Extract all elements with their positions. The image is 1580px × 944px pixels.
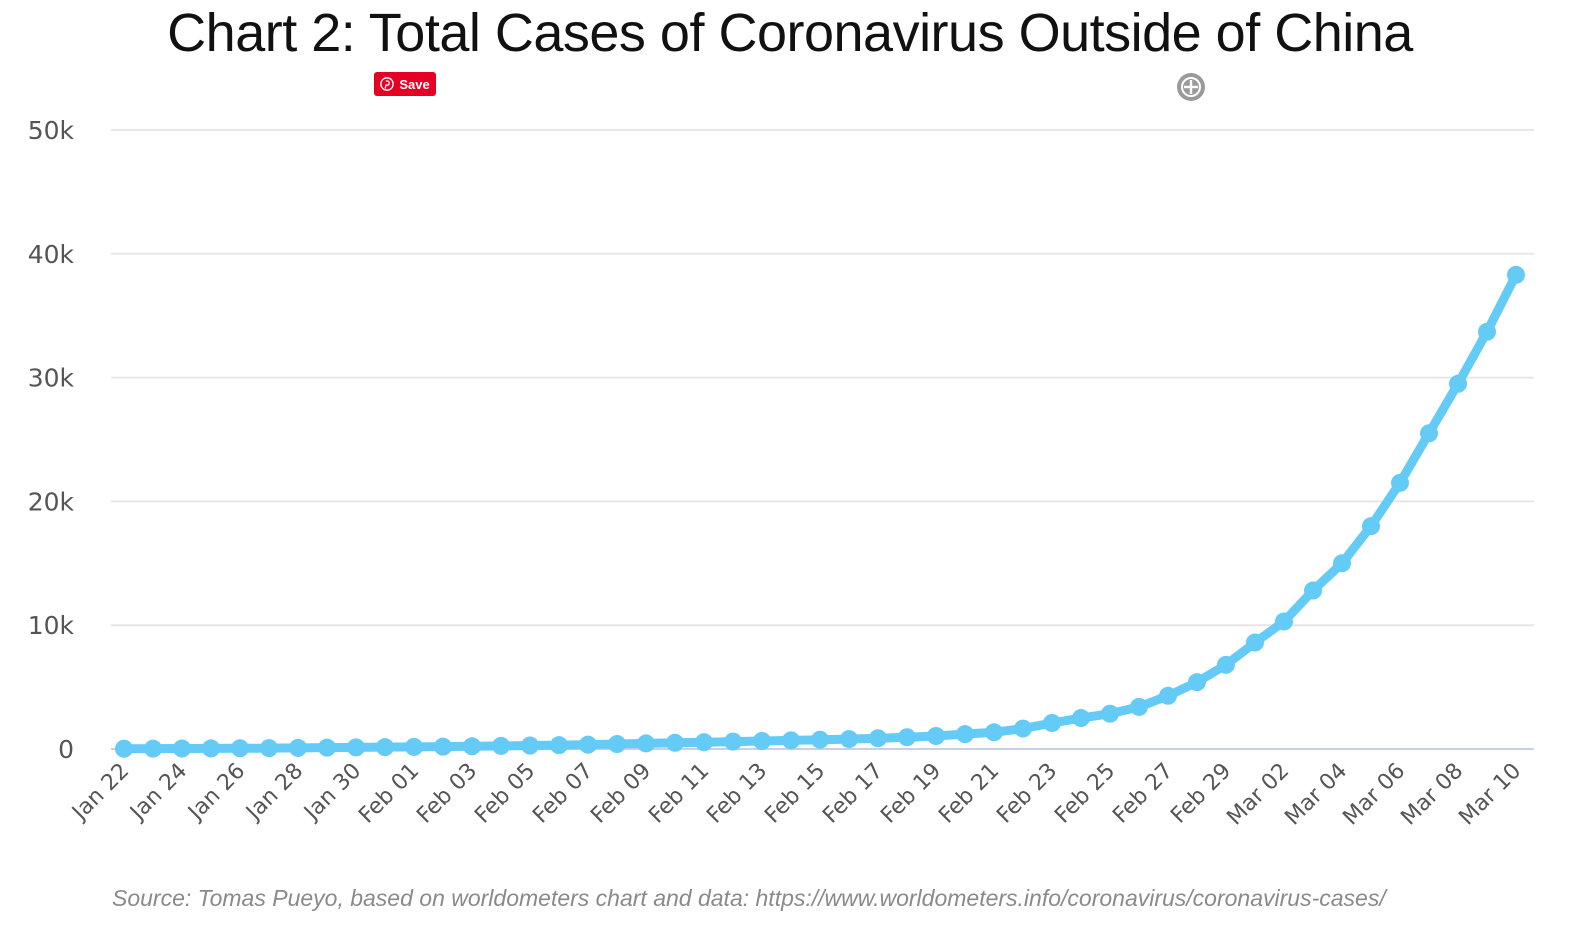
data-point: [666, 733, 684, 752]
x-tick-label: Feb 25: [1050, 759, 1120, 829]
data-point: [1246, 633, 1264, 652]
data-point: [927, 727, 945, 746]
page-title: Chart 2: Total Cases of Coronavirus Outs…: [167, 3, 1413, 63]
x-tick-label: Feb 23: [992, 759, 1062, 829]
data-point: [840, 730, 858, 749]
data-point: [956, 725, 974, 744]
data-point: [492, 736, 510, 755]
data-point: [724, 732, 742, 751]
x-tick-label: Jan 28: [240, 759, 308, 827]
data-point: [1391, 473, 1409, 492]
x-tick-label: Jan 24: [124, 759, 192, 827]
data-point: [608, 735, 626, 754]
data-point: [434, 737, 452, 756]
x-tick-label: Feb 27: [1108, 759, 1178, 829]
x-tick-label: Mar 10: [1454, 759, 1526, 831]
x-tick-label: Jan 26: [182, 759, 250, 827]
y-tick-label: 40k: [28, 240, 75, 269]
x-tick-label: Jan 30: [298, 759, 366, 827]
data-point: [869, 729, 887, 748]
data-point: [1507, 265, 1525, 284]
data-point: [1101, 704, 1119, 723]
data-point: [898, 728, 916, 747]
x-tick-label: Feb 29: [1166, 759, 1236, 829]
x-tick-label: Feb 01: [354, 759, 424, 829]
y-tick-label: 20k: [28, 487, 75, 516]
y-tick-label: 10k: [28, 611, 75, 640]
source-note: Source: Tomas Pueyo, based on worldomete…: [112, 885, 1386, 911]
data-point: [1304, 581, 1322, 600]
x-tick-label: Feb 17: [818, 759, 888, 829]
x-tick-label: Mar 04: [1280, 759, 1352, 831]
grid-lines: [111, 129, 1534, 750]
x-tick-label: Feb 11: [644, 759, 714, 829]
data-point: [695, 733, 713, 752]
data-point: [1420, 424, 1438, 443]
x-tick-label: Feb 13: [702, 759, 772, 829]
y-tick-label: 0: [58, 735, 74, 764]
series-line: [119, 270, 1521, 754]
data-point: [550, 736, 568, 755]
x-tick-label: Feb 05: [470, 759, 540, 829]
data-point: [144, 739, 162, 758]
pinterest-save-label: Save: [399, 76, 430, 92]
data-point: [1014, 719, 1032, 738]
data-point: [985, 723, 1003, 742]
data-point: [405, 737, 423, 756]
data-point: [202, 739, 220, 758]
x-tick-label: Jan 22: [66, 759, 134, 827]
data-point: [347, 738, 365, 757]
x-tick-label: Mar 08: [1396, 759, 1468, 831]
x-tick-label: Feb 21: [934, 759, 1004, 829]
data-point: [1333, 554, 1351, 573]
data-point: [782, 731, 800, 750]
x-tick-label: Feb 07: [528, 759, 598, 829]
data-point: [173, 739, 191, 758]
y-tick-label: 50k: [28, 116, 75, 145]
plot-area: [115, 265, 1525, 758]
pinterest-icon: [380, 77, 395, 91]
data-point: [376, 738, 394, 757]
x-tick-label: Feb 03: [412, 759, 482, 829]
data-point: [260, 739, 278, 758]
data-point: [637, 734, 655, 753]
data-point: [318, 738, 336, 757]
data-point: [1043, 714, 1061, 733]
data-point: [1275, 612, 1293, 631]
data-point: [463, 737, 481, 756]
data-point: [811, 730, 829, 749]
data-point: [1072, 709, 1090, 728]
data-point: [1188, 673, 1206, 692]
data-point: [289, 738, 307, 757]
y-tick-label: 30k: [28, 364, 75, 393]
x-tick-label: Feb 09: [586, 759, 656, 829]
x-tick-label: Mar 02: [1222, 759, 1294, 831]
data-point: [579, 735, 597, 754]
data-point: [1449, 374, 1467, 393]
data-point: [1362, 517, 1380, 536]
x-tick-label: Feb 19: [876, 759, 946, 829]
y-axis: 0 10k 20k 30k 40k 50k: [28, 116, 75, 764]
data-point: [753, 731, 771, 750]
data-point: [231, 739, 249, 758]
expand-icon[interactable]: [1175, 71, 1207, 103]
x-tick-label: Feb 15: [760, 759, 830, 829]
data-point: [1159, 686, 1177, 705]
data-point: [1217, 655, 1235, 674]
data-point: [115, 739, 133, 758]
data-point: [1478, 322, 1496, 341]
pinterest-save-button[interactable]: Save: [374, 72, 436, 96]
data-point: [521, 736, 539, 755]
data-point: [1130, 697, 1148, 716]
x-tick-label: Mar 06: [1338, 759, 1410, 831]
